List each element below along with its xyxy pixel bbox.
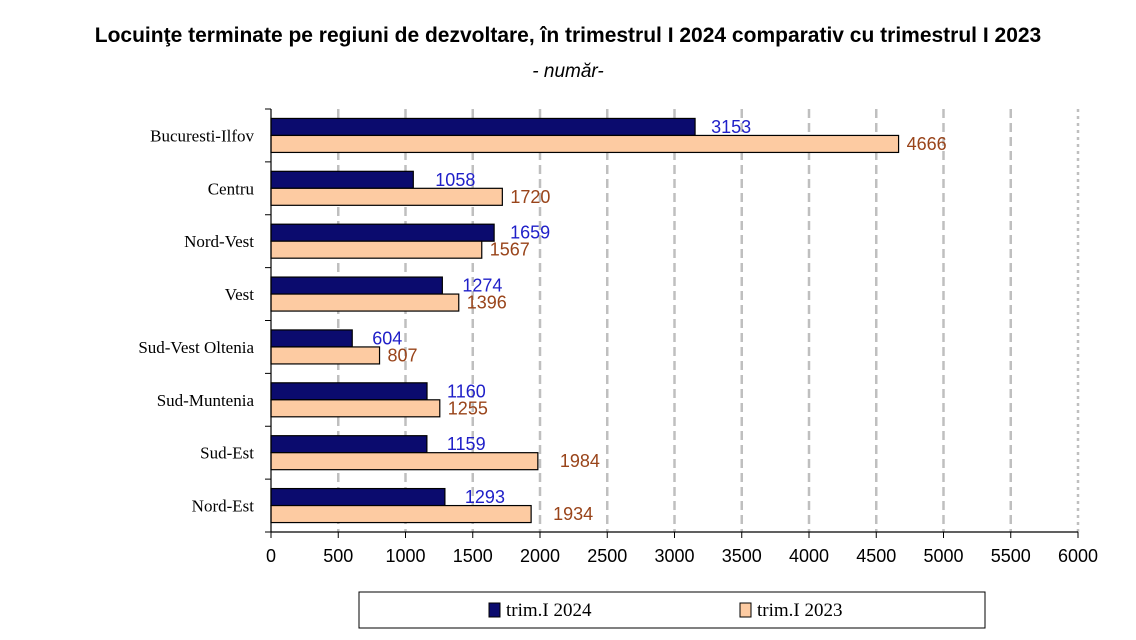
bar-2023 [270,293,460,312]
x-tick-label: 5500 [991,546,1031,566]
data-label-2023: 4666 [907,134,947,154]
bar-2023 [270,399,441,418]
data-label-2023: 1720 [510,187,550,207]
x-tick-label: 3500 [722,546,762,566]
data-label-2024: 1058 [435,170,475,190]
data-label-2023: 1396 [467,293,507,313]
bar-2023 [270,187,503,206]
x-tick-label: 4500 [856,546,896,566]
data-label-2024: 1274 [462,276,502,296]
chart-title: Locuinţe terminate pe regiuni de dezvolt… [95,24,1041,47]
category-label: Vest [225,285,255,304]
category-label: Bucuresti-Ilfov [150,126,254,145]
bar-2023 [270,134,900,154]
chart-subtitle: - număr- [532,61,603,82]
legend-label: trim.I 2023 [757,600,843,621]
bar-2024 [270,276,443,295]
bar-2024 [270,435,428,454]
x-tick-label: 5000 [923,546,963,566]
category-label: Nord-Est [192,497,255,516]
category-label: Sud-Vest Oltenia [138,338,254,357]
x-tick-label: 3000 [654,546,694,566]
x-tick-label: 0 [266,546,276,566]
axes: 0 500 1000 1500 2000 2500 3000 3500 4000 4500 5000… [138,108,1098,566]
x-tick-label: 4000 [789,546,829,566]
data-label-2024: 1160 [447,381,486,401]
bar-2023 [270,504,532,524]
category-label: Centru [208,179,255,198]
bar-2023 [270,452,539,471]
data-label-2023: 1984 [560,451,600,471]
data-label-2023: 1934 [553,504,593,524]
bar-2024 [270,170,414,189]
bar-2024 [270,117,696,137]
legend: trim.I 2024 trim.I 2023 [358,591,986,629]
data-label-2024: 1659 [510,223,550,243]
legend-box [358,591,986,629]
bar-2024 [270,487,446,507]
category-label: Sud-Est [200,444,254,463]
legend-label: trim.I 2024 [506,600,592,621]
x-tick-label: 500 [323,546,353,566]
data-label-2024: 3153 [711,117,751,137]
data-label-2024: 604 [372,328,402,348]
x-tick-label: 1000 [385,546,425,566]
bar-2023 [270,346,381,365]
bar-2023 [270,240,483,259]
x-tick-label: 1500 [453,546,493,566]
bar-2024 [270,223,495,242]
x-tick-label: 6000 [1058,546,1098,566]
data-label-2023: 1255 [448,398,488,418]
data-label-2024: 1159 [447,434,486,454]
category-label: Nord-Vest [184,232,254,251]
x-tick-label: 2000 [520,546,560,566]
data-label-2023: 1567 [490,240,530,260]
legend-swatch [739,602,752,618]
data-label-2023: 807 [388,345,418,365]
category-label: Sud-Muntenia [157,391,255,410]
bar-2024 [270,382,428,401]
data-label-2024: 1293 [465,487,505,507]
bar-2024 [270,329,353,348]
legend-swatch [488,602,501,618]
x-tick-label: 2500 [587,546,627,566]
